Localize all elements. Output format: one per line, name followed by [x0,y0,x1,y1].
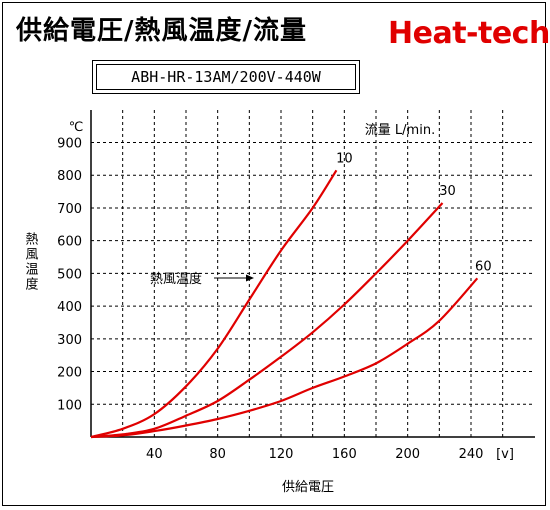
y-tick-label: 500 [57,267,82,282]
x-axis-label: 供給電圧 [282,480,334,495]
annotation-arrow-head [246,274,254,282]
y-tick-label: 300 [57,333,82,348]
y-tick-label: 700 [57,202,82,217]
series-lines [90,169,479,439]
x-tick-label: 40 [146,447,163,462]
grid [91,110,535,437]
y-tick-label: 100 [57,398,82,413]
y-axis-label: 熱風温度 [23,232,39,292]
y-tick-label: 200 [57,366,82,381]
model-box: ABH-HR-13AM/200V-440W [92,60,360,94]
series-line-30 [90,202,444,439]
y-tick-label: 400 [57,300,82,315]
legend-title: 流量 L/min. [365,123,435,138]
annotation-label: 熱風温度 [150,271,202,287]
x-unit-label: [v] [496,447,514,462]
series-label-10: 10 [336,151,353,166]
series-line-10 [90,169,338,439]
brand-logo: Heat-tech [388,16,550,51]
tick-labels: 100 200 300 400 500 600 700 800 900 40 80 120 160 200… [57,137,483,463]
chart-title: 供給電圧/熱風温度/流量 [16,16,307,46]
x-tick-label: 240 [459,447,484,462]
x-tick-label: 80 [209,447,226,462]
y-tick-label: 900 [57,137,82,152]
series-line-60 [90,277,479,439]
model-label: ABH-HR-13AM/200V-440W [96,64,356,90]
x-tick-label: 200 [395,447,420,462]
axes [90,110,535,438]
x-tick-label: 160 [332,447,357,462]
y-tick-label: 800 [57,169,82,184]
y-unit-label: ℃ [69,120,84,135]
y-tick-label: 600 [57,235,82,250]
x-tick-label: 120 [269,447,294,462]
series-label-30: 30 [439,184,456,199]
series-label-60: 60 [475,259,492,274]
